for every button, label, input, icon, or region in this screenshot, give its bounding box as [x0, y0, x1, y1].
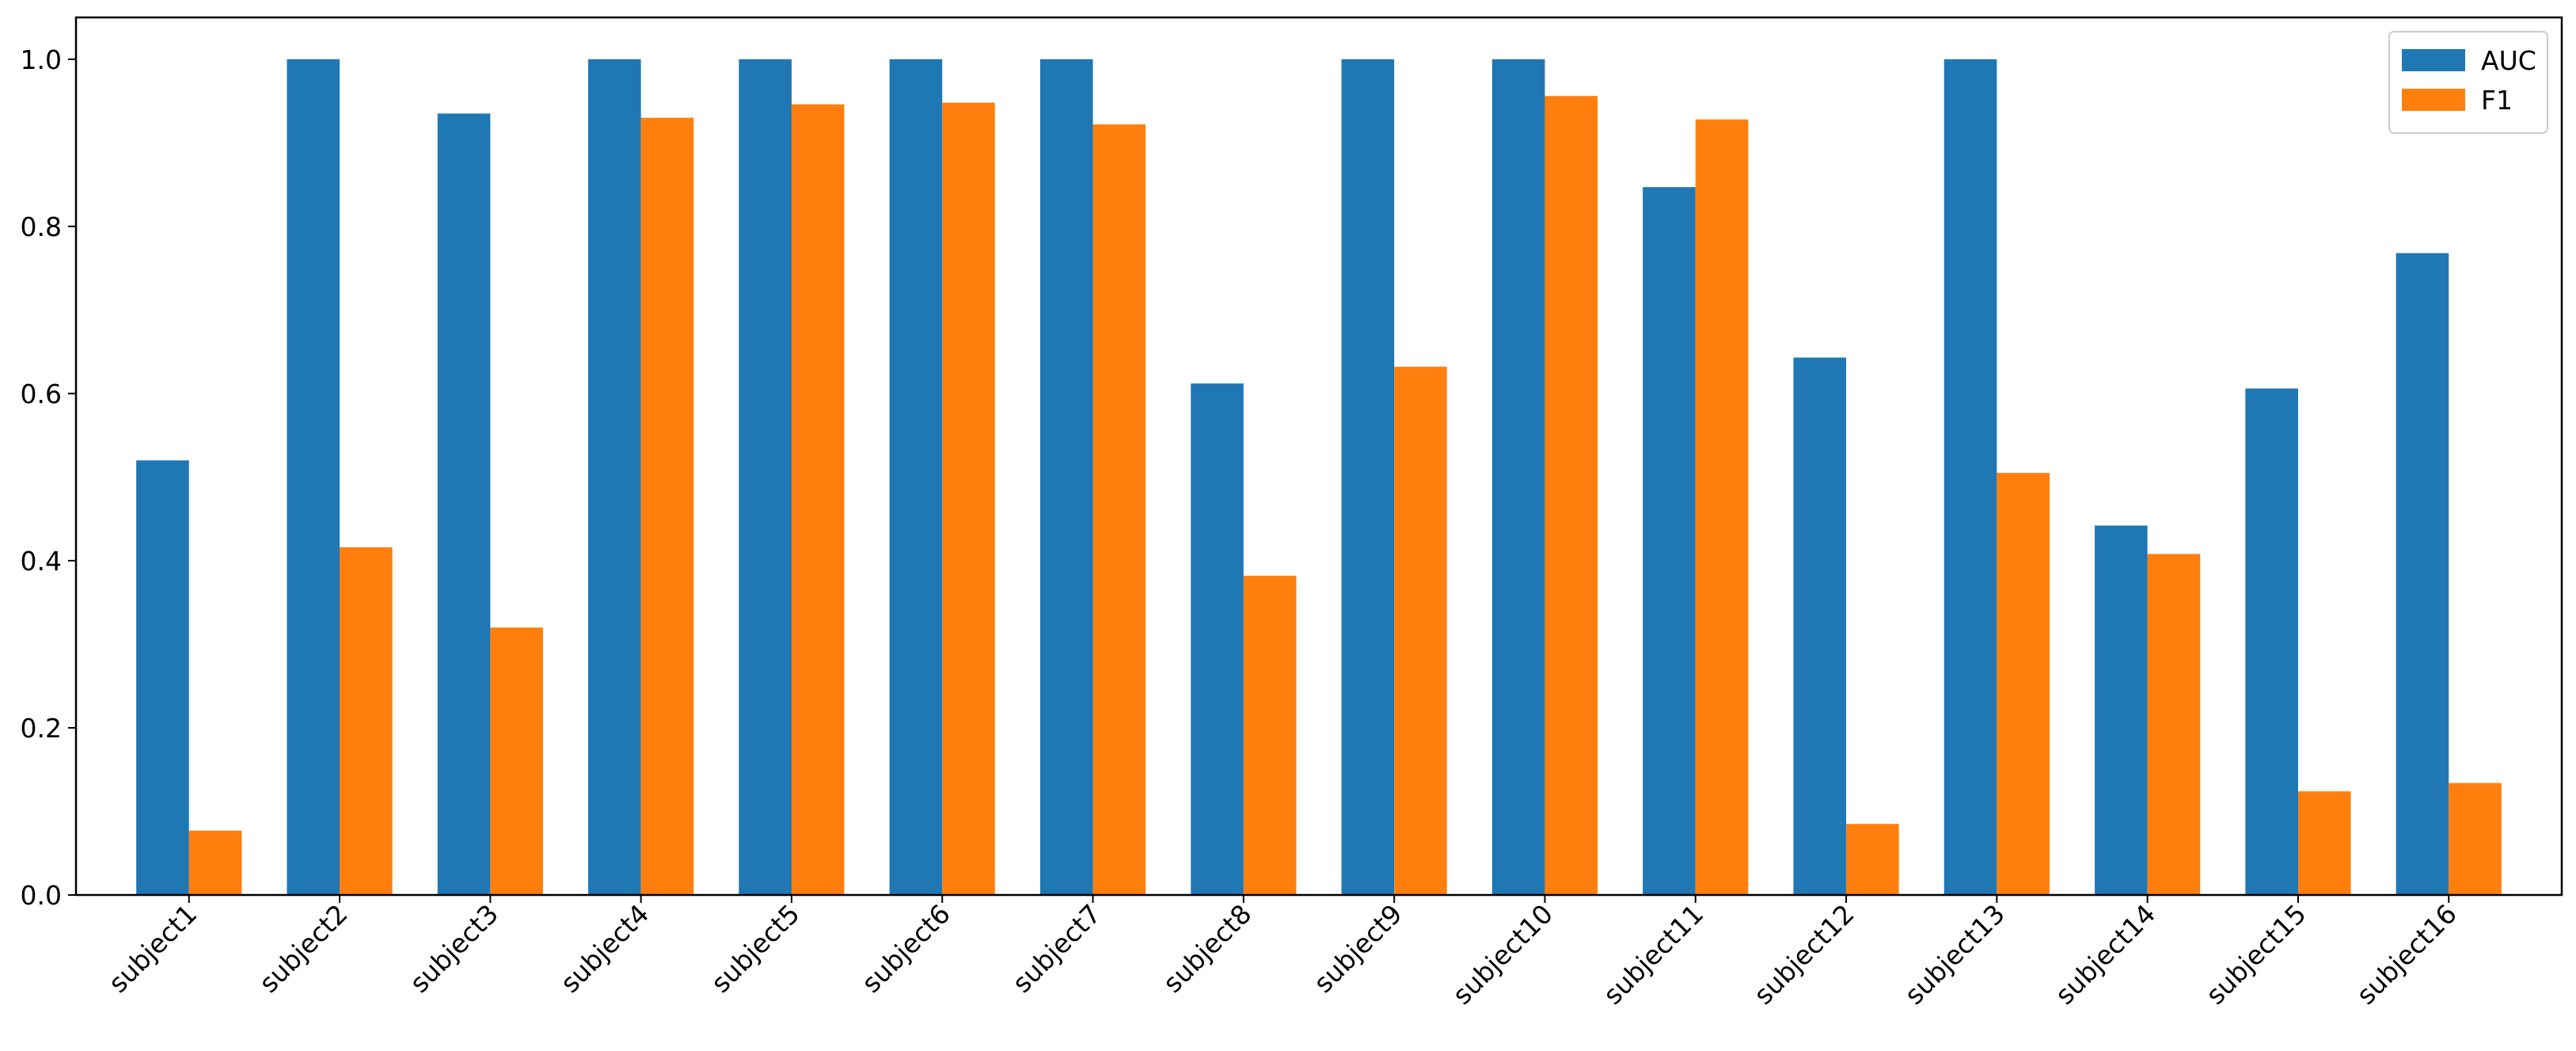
x-tick-label: subject3	[404, 898, 504, 999]
bar-f1-subject15	[2297, 791, 2351, 895]
bar-f1-subject10	[1544, 96, 1598, 895]
legend-label-f1: F1	[2481, 85, 2513, 116]
x-tick-label: subject4	[554, 898, 655, 999]
bar-f1-subject4	[640, 117, 694, 896]
y-tick-label: 0.0	[21, 880, 62, 911]
bar-auc-subject8	[1191, 383, 1244, 895]
legend-label-auc: AUC	[2481, 45, 2536, 76]
bars-layer	[136, 59, 2502, 896]
legend-swatch-auc	[2402, 49, 2465, 71]
x-tick-label: subject9	[1308, 898, 1408, 999]
legend-swatch-f1	[2402, 89, 2465, 111]
bar-f1-subject1	[188, 830, 242, 895]
bar-f1-subject5	[791, 104, 845, 896]
bar-f1-subject8	[1243, 575, 1297, 895]
bar-f1-subject12	[1846, 824, 1899, 895]
bar-auc-subject3	[437, 113, 491, 895]
x-tick-label: subject10	[1446, 898, 1559, 1011]
x-tick-label: subject12	[1748, 898, 1860, 1011]
bar-f1-subject3	[490, 627, 543, 895]
x-tick-label: subject11	[1598, 898, 1710, 1011]
bar-f1-subject11	[1695, 119, 1749, 896]
bar-f1-subject7	[1092, 124, 1146, 895]
x-tick-label: subject15	[2200, 898, 2312, 1011]
y-tick-label: 0.4	[21, 546, 62, 577]
bar-auc-subject16	[2396, 253, 2449, 895]
bar-f1-subject2	[340, 547, 393, 895]
bar-auc-subject14	[2095, 525, 2148, 895]
y-tick-label: 0.8	[21, 211, 62, 242]
bar-f1-subject14	[2147, 554, 2201, 895]
bar-auc-subject10	[1491, 59, 1545, 895]
x-tick-label: subject7	[1006, 898, 1107, 999]
x-tick-label: subject6	[856, 898, 956, 999]
x-tick-label: subject13	[1898, 898, 2011, 1011]
y-tick-label: 0.2	[21, 713, 62, 744]
bar-auc-subject1	[136, 460, 189, 895]
bar-auc-subject2	[287, 59, 340, 895]
bar-auc-subject5	[739, 59, 792, 895]
bar-f1-subject13	[1997, 473, 2050, 895]
bar-auc-subject12	[1793, 357, 1847, 895]
bar-auc-subject11	[1643, 187, 1696, 896]
bar-f1-subject9	[1394, 367, 1447, 895]
bar-f1-subject16	[2449, 783, 2502, 895]
bar-auc-subject9	[1341, 59, 1395, 895]
x-tick-label: subject16	[2350, 898, 2463, 1011]
bar-auc-subject13	[1943, 59, 1997, 895]
legend: AUC F1	[2388, 31, 2548, 134]
bar-auc-subject4	[588, 59, 641, 895]
y-tick-label: 0.6	[21, 379, 62, 409]
x-tick-label: subject5	[705, 898, 806, 999]
bar-f1-subject6	[942, 102, 995, 896]
y-axis: 0.0 0.2 0.4 0.6 0.8 1.0	[21, 44, 76, 911]
bar-auc-subject7	[1039, 59, 1093, 895]
x-axis: subject1 subject2 subject3 subject4 subject5…	[102, 895, 2463, 1011]
y-tick-label: 1.0	[21, 44, 62, 75]
bar-auc-subject15	[2245, 388, 2298, 895]
x-tick-label: subject14	[2049, 898, 2161, 1011]
bar-auc-subject6	[889, 59, 943, 895]
axes-frame	[74, 16, 2563, 897]
x-tick-label: subject8	[1157, 898, 1258, 999]
x-tick-label: subject1	[102, 898, 203, 999]
x-tick-label: subject2	[253, 898, 354, 999]
